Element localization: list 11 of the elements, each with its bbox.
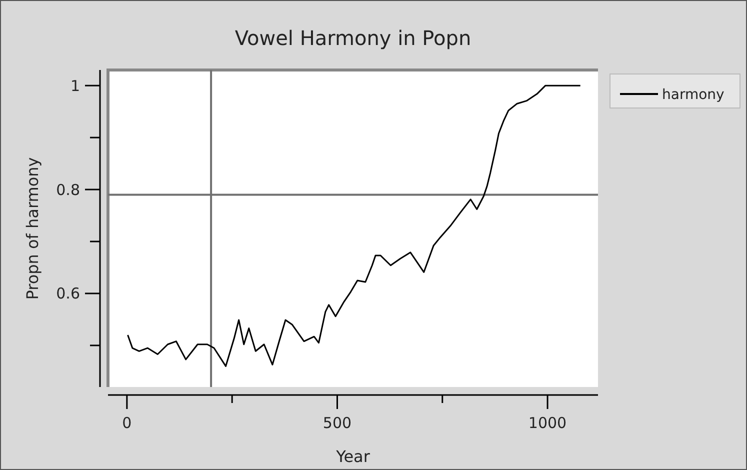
y-tick-label: 1 bbox=[70, 76, 80, 95]
chart-title: Vowel Harmony in Popn bbox=[234, 26, 472, 50]
y-tick-label: 0.6 bbox=[56, 284, 80, 303]
x-axis-title: Year bbox=[335, 447, 370, 466]
y-tick-label: 0.8 bbox=[56, 180, 80, 199]
legend-label: harmony bbox=[662, 86, 724, 103]
y-axis-title: Propn of harmony bbox=[23, 157, 42, 300]
x-tick-label: 0 bbox=[122, 414, 132, 432]
x-tick-label: 500 bbox=[322, 414, 352, 432]
line-series bbox=[127, 84, 582, 367]
x-tick-label: 1000 bbox=[528, 414, 567, 432]
